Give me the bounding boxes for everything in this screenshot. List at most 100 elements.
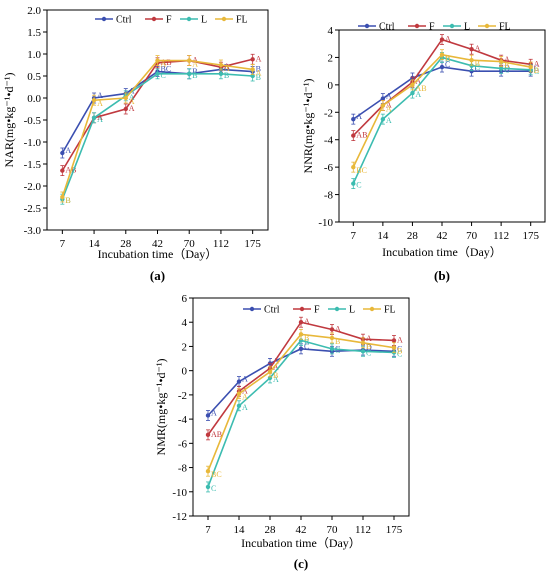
y-tick-label: -10 — [318, 217, 333, 229]
legend-marker-Ctrl — [101, 16, 107, 22]
significance-letter: B — [445, 54, 450, 63]
significance-letter: B — [335, 337, 340, 346]
legend-marker-F — [299, 306, 305, 312]
panel-label: (b) — [434, 268, 450, 283]
panel-label: (c) — [294, 556, 308, 571]
significance-letter: C — [304, 342, 309, 351]
y-tick-label: -6 — [178, 438, 188, 450]
y-tick-label: 0.5 — [27, 71, 41, 83]
significance-letter: C — [366, 348, 371, 357]
y-tick-label: -4 — [178, 414, 188, 426]
data-point-Ctrl — [469, 68, 474, 74]
significance-letter: A — [224, 64, 230, 73]
significance-letter: A — [192, 56, 198, 65]
significance-letter: A — [273, 363, 279, 372]
data-point-Ctrl — [380, 96, 386, 101]
y-tick-label: -6 — [324, 162, 334, 174]
significance-letter: A — [386, 92, 392, 101]
significance-letter: A — [335, 324, 341, 333]
y-tick-label: 4 — [182, 317, 188, 329]
x-tick-label: 70 — [466, 230, 478, 242]
x-axis-title: Incubation time（Day） — [98, 247, 218, 261]
significance-letter: A — [386, 100, 392, 109]
data-point-L — [205, 484, 211, 490]
legend-marker-L — [186, 16, 192, 22]
legend-label-Ctrl: Ctrl — [379, 22, 395, 33]
series-line-L — [352, 56, 531, 184]
legend-marker-FL — [369, 306, 375, 312]
x-tick-label: 112 — [493, 230, 509, 242]
x-tick-label: 28 — [265, 524, 277, 536]
legend-label-L: L — [201, 15, 207, 26]
x-tick-label: 175 — [386, 524, 403, 536]
data-point-FL — [380, 103, 386, 108]
data-point-Ctrl — [60, 150, 65, 156]
data-point-FL — [498, 59, 504, 64]
data-point-FL — [155, 58, 160, 63]
significance-letter: A — [415, 90, 421, 99]
data-point-L — [236, 403, 242, 408]
significance-letter: A — [445, 35, 451, 44]
legend-label-F: F — [166, 15, 172, 26]
data-point-FL — [410, 82, 415, 88]
significance-letter: A — [397, 335, 403, 344]
series-line-L — [207, 339, 395, 488]
significance-letter: A — [242, 386, 248, 395]
significance-letter: B — [192, 67, 197, 76]
significance-letter: C — [475, 63, 480, 72]
series-line-Ctrl — [207, 348, 395, 417]
data-point-FL — [469, 57, 474, 63]
y-tick-label: -12 — [172, 511, 187, 523]
significance-letter: B — [366, 342, 371, 351]
significance-letter: A — [534, 59, 540, 68]
data-point-F — [60, 168, 65, 173]
legend-marker-FL — [484, 23, 490, 29]
chart-panel-b: 420-2-4-6-8-107 14 28 42 70 112 175Incubation … — [301, 22, 546, 283]
chart-panel-a: 2.0 1.5 1.0 0.5 0.0 -0.5 -1.0 -1.5 -2.0 -2.5 -3.0 7… — [2, 5, 269, 283]
significance-letter: A — [256, 54, 262, 63]
series-line-FL — [61, 59, 253, 198]
significance-letter: C — [504, 65, 509, 74]
significance-letter: A — [97, 99, 103, 108]
y-tick-label: -10 — [172, 487, 187, 499]
y-tick-label: -2.5 — [24, 203, 42, 215]
data-point-FL — [60, 194, 65, 200]
x-tick-label: 14 — [234, 524, 246, 536]
x-tick-label: 7 — [60, 238, 66, 250]
y-tick-label: -3.0 — [24, 225, 42, 237]
y-tick-label: -0.5 — [24, 115, 42, 127]
data-point-F — [469, 47, 474, 52]
significance-letter: A — [273, 356, 279, 365]
significance-letter: B — [192, 71, 197, 80]
significance-letter: B — [256, 73, 261, 82]
data-point-FL — [205, 468, 211, 474]
legend-label-L: L — [464, 22, 470, 33]
significance-letter: A — [256, 68, 262, 77]
legend-label-F: F — [314, 305, 320, 316]
significance-letter: A — [161, 60, 167, 69]
significance-letter: A — [65, 146, 71, 155]
legend-label-Ctrl: Ctrl — [264, 305, 280, 316]
data-point-FL — [528, 64, 533, 70]
significance-letter: B — [445, 54, 450, 63]
significance-letter: BC — [161, 65, 172, 74]
data-point-L — [250, 73, 255, 79]
significance-letter: C — [335, 346, 340, 355]
data-point-Ctrl — [205, 413, 211, 418]
data-point-L — [155, 71, 160, 77]
significance-letter: B — [304, 333, 309, 342]
x-tick-label: 70 — [327, 524, 339, 536]
significance-letter: A — [415, 77, 421, 86]
significance-letter: A — [242, 393, 248, 402]
legend-label-FL: FL — [236, 15, 248, 26]
data-point-L — [380, 116, 386, 122]
significance-letter: A — [273, 375, 279, 384]
y-tick-label: 1.0 — [27, 49, 41, 61]
x-tick-label: 175 — [244, 238, 261, 250]
x-tick-label: 14 — [377, 230, 389, 242]
significance-letter: C — [397, 344, 402, 353]
y-tick-label: -1.0 — [24, 137, 42, 149]
data-point-L — [187, 71, 192, 77]
data-point-F — [351, 133, 356, 138]
x-tick-label: 14 — [89, 238, 101, 250]
